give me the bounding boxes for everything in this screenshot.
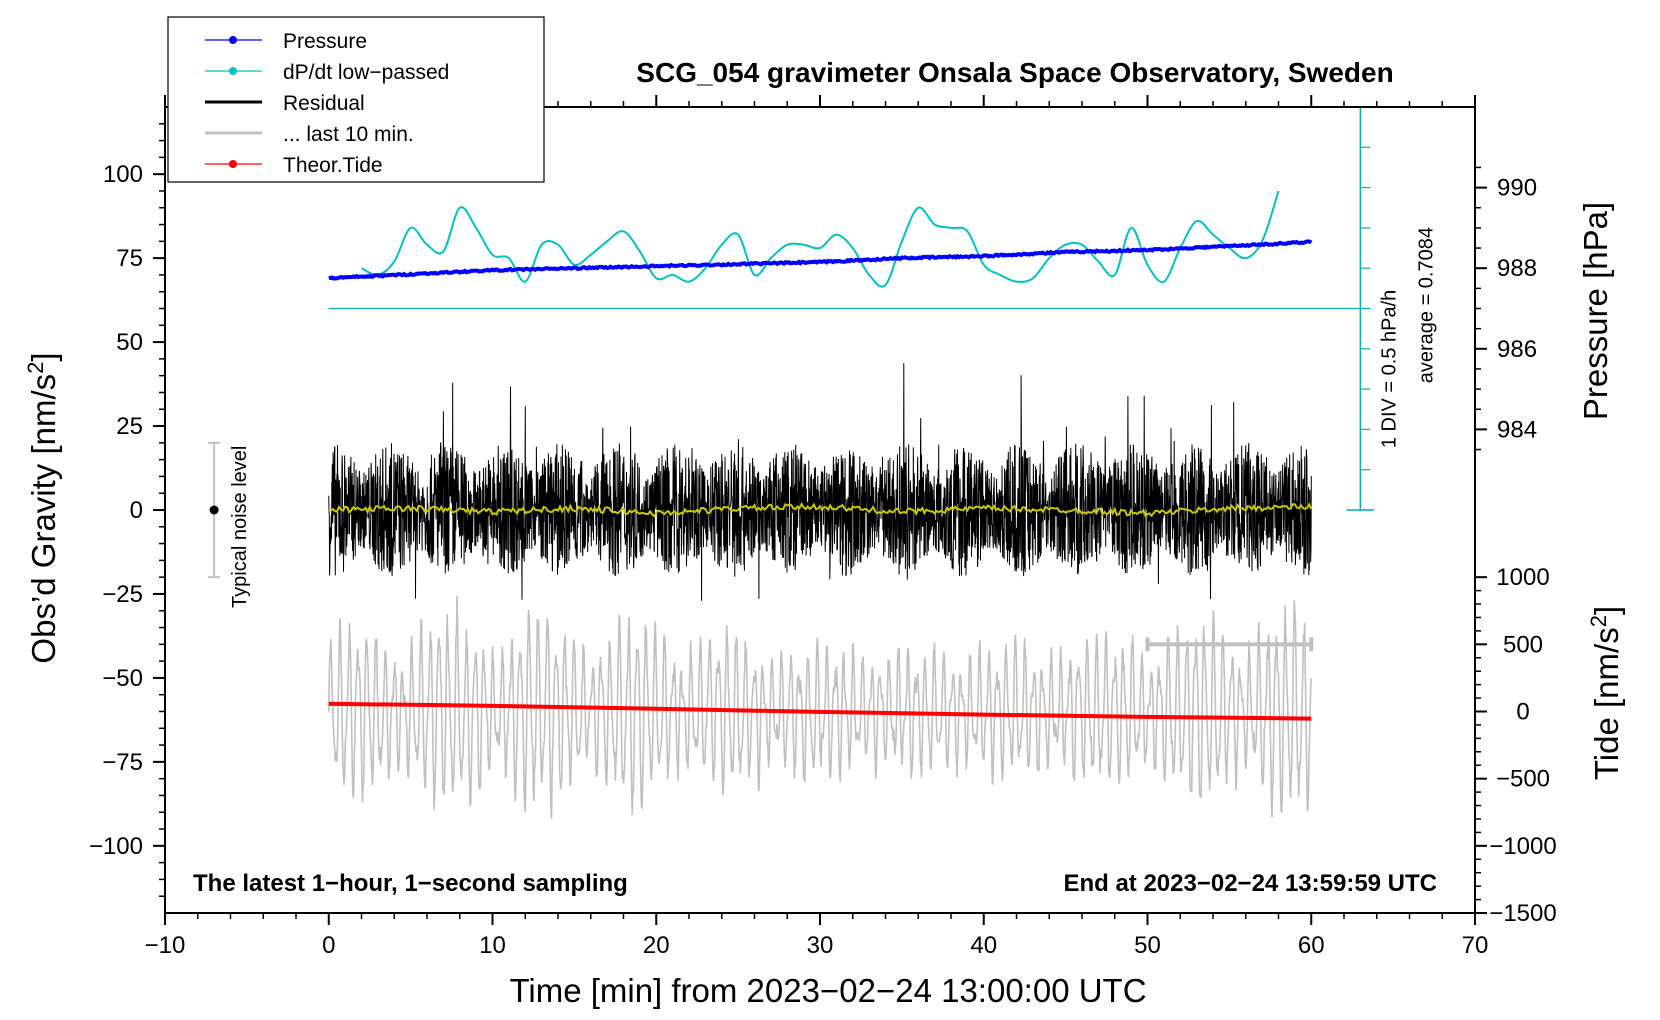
y-ticks-tide: 1000 500 0 −500 −1000 −1500: [1475, 564, 1557, 927]
legend-items: Pressure dP/dt low−passed Residual ... last…: [205, 30, 449, 177]
legend-marker: [229, 160, 237, 168]
y-axis-title-tide: Tide [nm/s2]: [1586, 606, 1625, 780]
x-tick-label: 20: [643, 932, 670, 959]
legend-label: ... last 10 min.: [283, 123, 414, 146]
x-tick-label: 70: [1462, 932, 1489, 959]
plot-series-layer: [328, 190, 1369, 819]
legend-label: Residual: [283, 92, 365, 115]
y-axis-title-tide-sup: 2: [1586, 615, 1611, 627]
y-tick-label: 0: [130, 497, 143, 524]
y-axis-title-gravity: Obs’d Gravity [nm/s2]: [23, 352, 62, 663]
pressure-tick-label: 986: [1497, 336, 1537, 363]
pressure-series: [328, 239, 1313, 281]
x-tick-label: 30: [807, 932, 834, 959]
y-tick-label: 25: [116, 413, 143, 440]
tide-tick-label: −500: [1496, 766, 1550, 793]
dpdt-average-label: average = 0.7084: [1415, 227, 1437, 383]
y-tick-label: −75: [102, 749, 143, 776]
x-ticks: −10 0 10 20 30 40 50 60 70: [145, 95, 1489, 959]
y-tick-label: 100: [103, 161, 143, 188]
y-axis-title-tide-end: ]: [1588, 606, 1625, 615]
legend-label: dP/dt low−passed: [283, 61, 449, 84]
y-axis-title-tide-text: Tide [nm/s: [1588, 627, 1625, 780]
noise-level-bar: [208, 441, 221, 579]
y-axis-title-gravity-sup: 2: [23, 362, 48, 374]
y-ticks-main: 100 75 50 25 0 −25 −50 −75 −100: [89, 123, 165, 897]
legend-label: Pressure: [283, 30, 367, 53]
y-axis-title-gravity-end: ]: [25, 352, 62, 361]
pressure-tick-label: 990: [1497, 175, 1537, 202]
x-tick-label: 50: [1134, 932, 1161, 959]
residual-mean-series: [328, 501, 1313, 518]
last10-min-bracket: [1145, 637, 1314, 652]
dpdt-series: [361, 190, 1280, 288]
x-tick-label: −10: [145, 932, 186, 959]
x-axis-title: Time [min] from 2023−02−24 13:00:00 UTC: [509, 972, 1146, 1009]
legend-box: [167, 16, 545, 183]
chart-title: SCG_054 gravimeter Onsala Space Observat…: [636, 57, 1393, 88]
y-axis-title-gravity-text: Obs’d Gravity [nm/s: [25, 374, 62, 664]
y-axis-title-pressure: Pressure [hPa]: [1577, 202, 1614, 420]
y-tick-label: −25: [102, 581, 143, 608]
pressure-tick-label: 984: [1497, 416, 1537, 443]
legend-label: Theor.Tide: [283, 154, 383, 177]
tide-tick-label: 1000: [1496, 564, 1549, 591]
x-tick-label: 60: [1298, 932, 1325, 959]
y-tick-label: −50: [102, 665, 143, 692]
theor-tide-series: [328, 701, 1312, 721]
legend-marker: [229, 36, 237, 44]
tide-tick-label: −1500: [1489, 900, 1556, 927]
pressure-tick-label: 988: [1497, 255, 1537, 282]
end-time-annotation: End at 2023−02−24 13:59:59 UTC: [1063, 870, 1437, 897]
tide-tick-label: 0: [1516, 699, 1529, 726]
legend-marker: [229, 67, 237, 75]
axes: −10 0 10 20 30 40 50 60 70 1007550250−25−50−75−1…: [89, 95, 1557, 959]
y-tick-label: 50: [116, 329, 143, 356]
tide-tick-label: 500: [1503, 631, 1543, 658]
y-tick-label: 75: [116, 245, 143, 272]
x-tick-label: 0: [322, 932, 335, 959]
legend: Pressure dP/dt low−passed Residual ... last…: [167, 16, 545, 183]
dpdt-scale-label: 1 DIV = 0.5 hPa/h: [1378, 290, 1400, 448]
sampling-annotation: The latest 1−hour, 1−second sampling: [193, 870, 628, 897]
x-tick-label: 10: [479, 932, 506, 959]
noise-level-label: Typical noise level: [229, 446, 251, 608]
y-tick-label: −100: [89, 833, 143, 860]
x-tick-label: 40: [970, 932, 997, 959]
tide-tick-label: −1000: [1489, 833, 1556, 860]
noise-bar-center-dot: [209, 505, 219, 515]
y-ticks-pressure: 990 988 986 984: [1475, 166, 1537, 451]
